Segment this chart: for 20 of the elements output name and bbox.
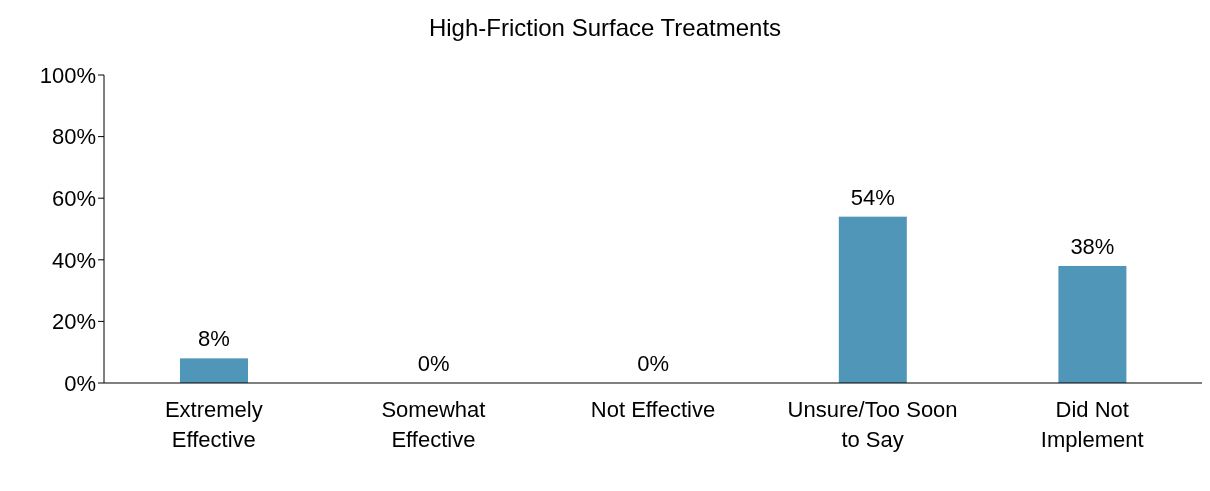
y-tick-label: 60% — [51, 186, 96, 212]
y-tick-label: 0% — [64, 370, 96, 396]
bar — [180, 358, 248, 383]
data-label: 8% — [198, 326, 230, 352]
y-tick-label: 20% — [51, 309, 96, 335]
bar — [1058, 265, 1127, 383]
x-tick-label: Extremely Effective — [164, 397, 263, 452]
data-label: 0% — [417, 351, 450, 376]
data-label: 0% — [637, 351, 670, 376]
x-tick-label: Somewhat Effective — [381, 397, 486, 452]
x-tick-label: Unsure/Too Soon to Say — [787, 397, 958, 452]
y-tick-label: 80% — [51, 124, 96, 150]
data-label: 54% — [850, 184, 895, 210]
y-tick-label: 100% — [39, 62, 96, 88]
y-tick-label: 40% — [51, 247, 96, 273]
chart-title: High-Friction Surface Treatments — [427, 13, 783, 43]
x-tick-label: Did Not Implement — [1040, 397, 1144, 452]
data-label: 38% — [1070, 233, 1115, 259]
bar — [838, 216, 907, 383]
x-tick-label: Not Effective — [590, 397, 716, 422]
